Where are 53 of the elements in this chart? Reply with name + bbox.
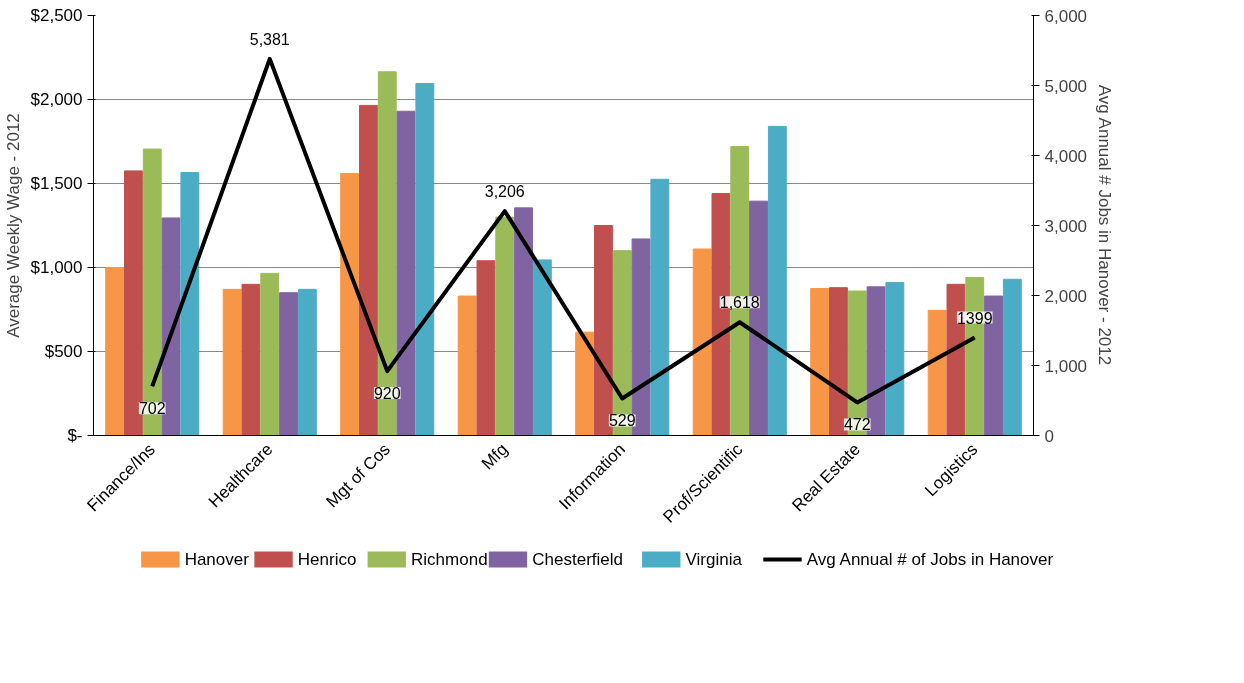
bar (575, 331, 595, 436)
bar (514, 207, 533, 436)
y2-tick-label: 3,000 (1044, 216, 1088, 236)
y-axis-title: Average Weekly Wage - 2012 (3, 113, 23, 338)
x-tick-label: Mgt of Cos (322, 439, 394, 512)
y2-tick-label: 6,000 (1044, 6, 1088, 26)
bar (532, 259, 552, 436)
legend-label: Henrico (297, 550, 357, 569)
y2-tick-label: 4,000 (1044, 146, 1088, 166)
bar (340, 172, 360, 436)
y-tick-label: $500 (44, 342, 83, 361)
bar (692, 248, 712, 436)
bar (105, 267, 125, 436)
legend-label: Virginia (685, 550, 743, 569)
bar (476, 260, 496, 436)
bar (241, 283, 261, 436)
data-label: 472 (843, 416, 871, 434)
y-tick-label: $1,000 (30, 258, 83, 277)
data-label: 3,206 (484, 183, 525, 201)
bar (415, 83, 435, 436)
bar (279, 292, 298, 436)
bar (297, 288, 317, 436)
y-tick-label: $2,000 (30, 90, 83, 109)
legend-label: Richmond (411, 550, 488, 569)
legend-label: Avg Annual # of Jobs in Hanover (806, 550, 1054, 569)
bar (222, 288, 242, 436)
legend-label: Hanover (184, 550, 250, 569)
y-tick-label: $2,500 (30, 6, 83, 25)
y-tick-label: $- (67, 426, 83, 445)
data-label: 529 (608, 412, 636, 430)
bar (1002, 278, 1022, 436)
bar (810, 288, 830, 436)
y2-tick-label: 1,000 (1044, 356, 1088, 376)
y2-tick-label: 2,000 (1044, 286, 1088, 306)
bar (885, 282, 905, 436)
data-label: 1,618 (719, 294, 760, 312)
data-label: 1399 (956, 309, 993, 327)
y2-tick-label: 5,000 (1044, 76, 1088, 96)
legend-label: Chesterfield (532, 550, 623, 569)
data-label: 702 (138, 400, 166, 418)
data-label: 5,381 (249, 30, 290, 48)
bar (650, 178, 670, 436)
bar (180, 172, 200, 436)
bar (767, 125, 787, 436)
bar (457, 295, 477, 436)
y2-tick-label: 0 (1044, 426, 1054, 446)
bar (927, 309, 947, 436)
bar (495, 216, 515, 436)
y2-axis-title: Avg Annual # Jobs in Hanover - 2012 (1095, 84, 1115, 366)
x-tick-label: Mfg (477, 439, 512, 474)
y-tick-label: $1,500 (30, 174, 83, 193)
bar (260, 272, 280, 436)
data-label: 920 (373, 385, 401, 403)
